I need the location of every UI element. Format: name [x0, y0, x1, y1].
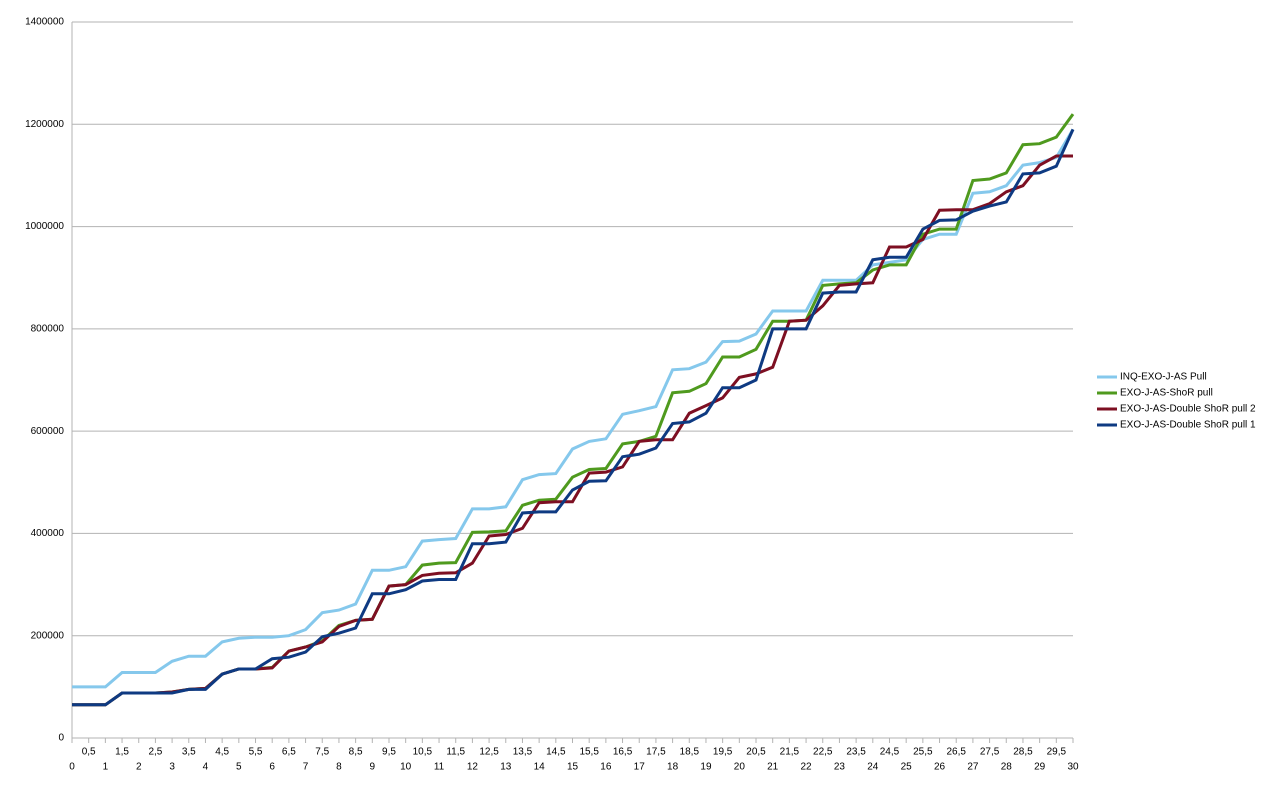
- legend-label: EXO-J-AS-Double ShoR pull 2: [1120, 404, 1256, 415]
- legend-label: EXO-J-AS-Double ShoR pull 1: [1120, 420, 1256, 431]
- x-tick-label: 18: [667, 762, 679, 773]
- x-tick-label: 11,5: [446, 747, 465, 758]
- x-tick-label: 17: [634, 762, 646, 773]
- x-tick-label: 0,5: [82, 747, 96, 758]
- x-tick-label: 3: [169, 762, 175, 773]
- y-tick-label: 800000: [31, 323, 65, 334]
- x-tick-label: 2,5: [148, 747, 162, 758]
- x-tick-label: 16: [600, 762, 612, 773]
- x-tick-label: 20,5: [746, 747, 766, 758]
- x-tick-label: 5,5: [249, 747, 263, 758]
- y-tick-label: 1400000: [25, 17, 64, 28]
- x-tick-label: 24,5: [880, 747, 900, 758]
- x-tick-label: 15,5: [579, 747, 599, 758]
- x-tick-label: 6,5: [282, 747, 296, 758]
- x-tick-label: 18,5: [680, 747, 700, 758]
- x-tick-label: 4,5: [215, 747, 229, 758]
- y-tick-label: 200000: [31, 630, 65, 641]
- x-tick-label: 23,5: [846, 747, 866, 758]
- x-tick-label: 22,5: [813, 747, 833, 758]
- x-tick-label: 12,5: [479, 747, 499, 758]
- x-tick-label: 26: [934, 762, 946, 773]
- series-line: [72, 113, 1075, 707]
- x-tick-label: 1,5: [115, 747, 129, 758]
- x-tick-label: 0: [69, 762, 75, 773]
- x-tick-label: 12: [467, 762, 479, 773]
- x-tick-label: 19,5: [713, 747, 733, 758]
- x-tick-label: 26,5: [946, 747, 966, 758]
- x-tick-label: 7: [303, 762, 309, 773]
- series-line: [72, 128, 1075, 707]
- x-tick-label: 22: [801, 762, 813, 773]
- x-tick-label: 1: [103, 762, 109, 773]
- x-tick-label: 28: [1001, 762, 1013, 773]
- x-tick-label: 21: [767, 762, 779, 773]
- x-tick-label: 8,5: [349, 747, 363, 758]
- y-tick-label: 0: [58, 733, 64, 744]
- x-tick-label: 9,5: [382, 747, 396, 758]
- x-tick-label: 20: [734, 762, 746, 773]
- series-line: [72, 154, 1073, 707]
- x-tick-label: 9: [370, 762, 376, 773]
- x-tick-label: 27,5: [980, 747, 1000, 758]
- x-tick-label: 16,5: [613, 747, 633, 758]
- x-tick-label: 7,5: [315, 747, 329, 758]
- x-tick-label: 29: [1034, 762, 1046, 773]
- x-tick-label: 21,5: [780, 747, 800, 758]
- x-tick-label: 27: [967, 762, 979, 773]
- x-tick-label: 6: [269, 762, 275, 773]
- legend-label: INQ-EXO-J-AS Pull: [1120, 372, 1207, 383]
- x-tick-label: 11: [434, 762, 445, 773]
- x-tick-label: 23: [834, 762, 846, 773]
- x-tick-label: 10,5: [413, 747, 433, 758]
- x-tick-label: 10: [400, 762, 412, 773]
- x-tick-label: 5: [236, 762, 242, 773]
- x-tick-label: 30: [1067, 762, 1079, 773]
- series-line: [72, 128, 1075, 689]
- x-tick-label: 3,5: [182, 747, 196, 758]
- x-tick-label: 15: [567, 762, 579, 773]
- x-tick-label: 25: [901, 762, 913, 773]
- x-tick-label: 19: [700, 762, 712, 773]
- y-tick-label: 400000: [31, 528, 65, 539]
- x-tick-label: 13: [500, 762, 512, 773]
- x-tick-label: 14: [534, 762, 546, 773]
- x-tick-label: 4: [203, 762, 209, 773]
- x-tick-label: 8: [336, 762, 342, 773]
- x-tick-label: 25,5: [913, 747, 933, 758]
- legend-label: EXO-J-AS-ShoR pull: [1120, 388, 1213, 399]
- y-tick-label: 1000000: [25, 221, 64, 232]
- x-tick-label: 13,5: [513, 747, 533, 758]
- x-tick-label: 29,5: [1047, 747, 1067, 758]
- x-tick-label: 2: [136, 762, 142, 773]
- x-tick-label: 14,5: [546, 747, 566, 758]
- y-tick-label: 1200000: [25, 119, 64, 130]
- x-tick-label: 24: [867, 762, 879, 773]
- x-tick-label: 28,5: [1013, 747, 1033, 758]
- y-tick-label: 600000: [31, 426, 65, 437]
- x-tick-label: 17,5: [646, 747, 666, 758]
